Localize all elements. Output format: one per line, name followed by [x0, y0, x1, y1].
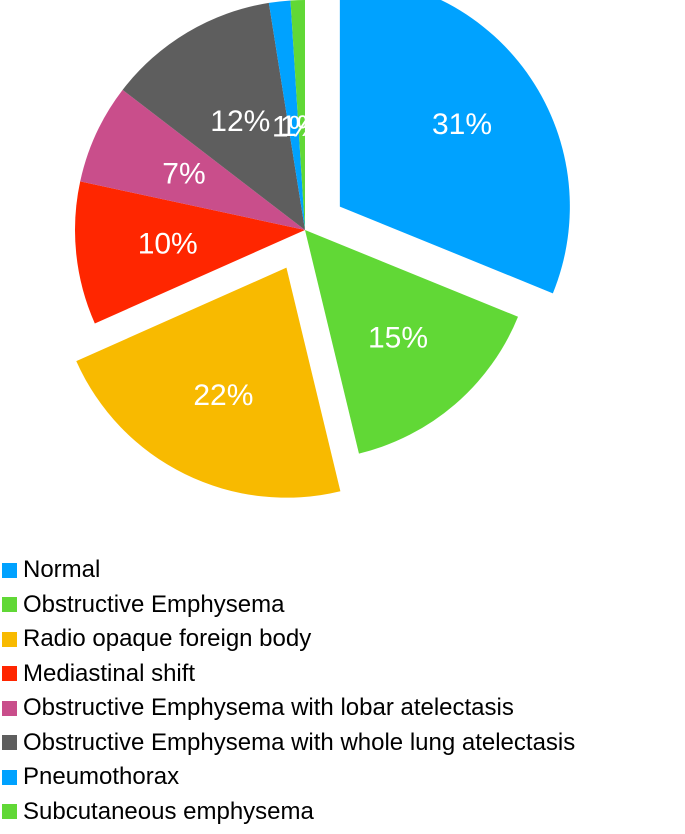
- pie-slice-label-2: 15%: [368, 322, 428, 355]
- legend-label: Obstructive Emphysema with lobar atelect…: [23, 694, 514, 722]
- pie-slice-label-1: 31%: [432, 108, 492, 141]
- legend-item: Pneumothorax: [2, 760, 575, 795]
- pie-slice-label-7: 1%: [272, 111, 315, 144]
- legend-swatch: [2, 769, 17, 785]
- legend-item: Obstructive Emphysema with whole lung at…: [2, 726, 575, 761]
- pie-slices: [75, 0, 570, 498]
- pie-slice-1: [339, 0, 570, 294]
- legend-item: Obstructive Emphysema: [2, 588, 575, 623]
- legend-swatch: [2, 735, 17, 751]
- pie-slice-7: [268, 0, 305, 231]
- legend: Normal Obstructive Emphysema Radio opaque …: [2, 553, 575, 829]
- pie-chart: 31%15%22%10%7%12% 1%1%: [75, 0, 570, 498]
- pie-slice-label-6: 12%: [210, 105, 270, 138]
- legend-label: Normal: [23, 556, 101, 584]
- legend-swatch: [2, 666, 17, 682]
- legend-item: Obstructive Emphysema with lobar atelect…: [2, 691, 575, 726]
- pie-slice-8: [290, 0, 305, 230]
- legend-swatch: [2, 631, 17, 647]
- pie-slice-6: [122, 2, 305, 230]
- legend-item: Normal: [2, 553, 575, 588]
- pie-slice-4: [75, 181, 305, 324]
- legend-swatch: [2, 700, 17, 716]
- pie-slice-5: [80, 89, 305, 231]
- legend-swatch: [2, 804, 17, 820]
- legend-label: Pneumothorax: [23, 763, 180, 791]
- legend-label: Radio opaque foreign body: [23, 625, 312, 653]
- legend-item: Radio opaque foreign body: [2, 622, 575, 657]
- legend-label: Obstructive Emphysema: [23, 590, 285, 618]
- legend-item: Mediastinal shift: [2, 657, 575, 692]
- legend-item: Subcutaneous emphysema: [2, 795, 575, 830]
- legend-label: Mediastinal shift: [23, 659, 196, 687]
- pie-slice-label-5: 7%: [162, 157, 205, 190]
- legend-label: Obstructive Emphysema with whole lung at…: [23, 728, 576, 756]
- pie-slice-label-3: 22%: [193, 379, 253, 412]
- legend-swatch: [2, 562, 17, 578]
- pie-slice-label-4: 10%: [138, 228, 198, 261]
- pie-slice-2: [305, 230, 519, 454]
- pie-slice-3: [76, 267, 341, 498]
- legend-label: Subcutaneous emphysema: [23, 797, 314, 825]
- pie-labels: 31%15%22%10%7%12% 1%1%: [138, 105, 492, 412]
- pie-slice-label-8: 1%: [280, 110, 323, 143]
- legend-swatch: [2, 597, 17, 613]
